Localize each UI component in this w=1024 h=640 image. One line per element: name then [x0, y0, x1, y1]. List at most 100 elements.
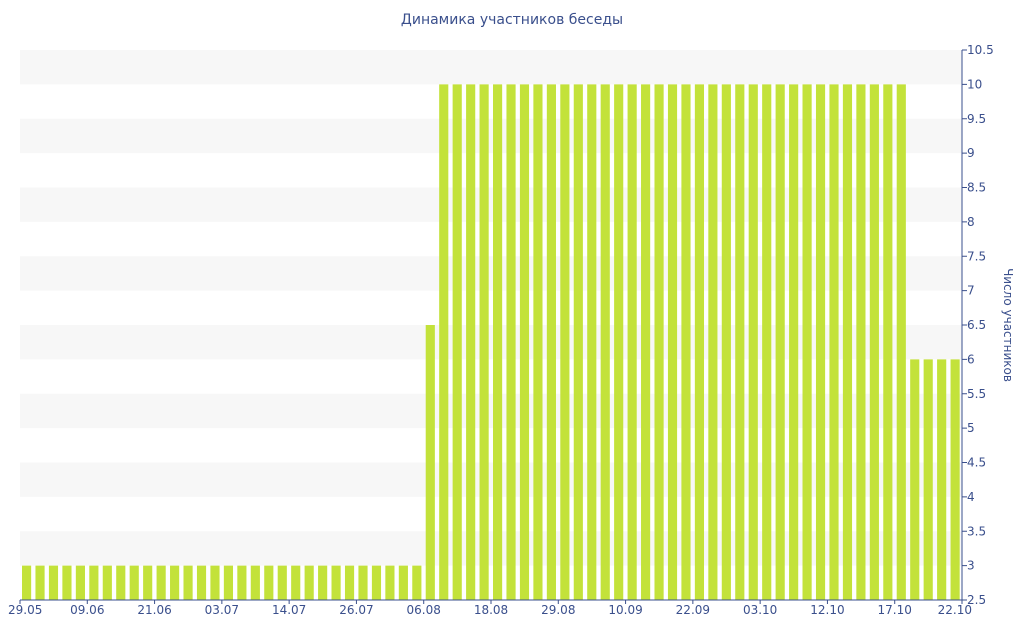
bar [641, 84, 651, 601]
y-tick-label: 3 [967, 559, 975, 573]
bar [210, 565, 220, 601]
x-tick-label: 03.10 [743, 603, 777, 617]
x-tick-label: 14.07 [272, 603, 306, 617]
y-tick-label: 10 [967, 77, 982, 91]
bar [896, 84, 906, 601]
bar [493, 84, 503, 601]
bar [654, 84, 664, 601]
x-tick-label: 26.07 [339, 603, 373, 617]
y-tick-label: 5.5 [967, 387, 986, 401]
x-tick-label: 22.09 [676, 603, 710, 617]
bar [950, 359, 960, 601]
bar [250, 565, 260, 601]
bar [694, 84, 705, 601]
bar [923, 359, 933, 601]
bar [277, 565, 287, 601]
bar [883, 84, 893, 601]
bar [371, 565, 382, 601]
x-tick-label: 22.10 [938, 603, 972, 617]
x-axis-ticks: 29.05 09.06 21.06 03.07 14.07 26.07 06.08 18.08… [8, 600, 972, 617]
bar [102, 565, 112, 601]
x-tick-label: 18.08 [474, 603, 508, 617]
chart-title: Динамика участников беседы [400, 12, 624, 28]
bar [237, 565, 247, 601]
bar [35, 565, 45, 601]
bar [75, 565, 85, 601]
bar [762, 84, 772, 601]
y-tick-label: 4 [967, 490, 975, 504]
bar [183, 565, 193, 601]
y-tick-label: 6 [967, 352, 975, 366]
bar [789, 84, 799, 601]
bar [466, 84, 476, 601]
bar [533, 84, 543, 601]
bar-series [22, 84, 960, 601]
bar [627, 84, 637, 601]
bar [264, 565, 274, 601]
y-tick-label: 7.5 [967, 249, 986, 263]
x-tick-label: 17.10 [878, 603, 912, 617]
bar [708, 84, 718, 601]
x-tick-label: 09.06 [70, 603, 104, 617]
bar [506, 84, 516, 601]
grid-band [20, 50, 962, 85]
bar [869, 84, 879, 601]
bar [223, 565, 234, 601]
y-tick-label: 4.5 [967, 456, 986, 470]
bar [614, 84, 624, 601]
x-tick-label: 21.06 [137, 603, 171, 617]
y-tick-label: 6.5 [967, 318, 986, 332]
bar [479, 84, 489, 601]
bar [721, 84, 731, 601]
bar [439, 84, 449, 601]
bar [358, 565, 368, 601]
bar [735, 84, 745, 601]
y-tick-label: 9 [967, 146, 975, 160]
bar [116, 565, 126, 601]
bar [129, 565, 139, 601]
bar [681, 84, 691, 601]
y-tick-label: 9.5 [967, 112, 986, 126]
bar [143, 565, 153, 601]
bar [546, 84, 556, 601]
bar [775, 84, 785, 601]
bar [937, 359, 947, 601]
bar [48, 565, 59, 601]
x-tick-label: 10.09 [608, 603, 642, 617]
bar [748, 84, 758, 601]
x-tick-label: 12.10 [810, 603, 844, 617]
y-tick-label: 8.5 [967, 181, 986, 195]
bar [156, 565, 166, 601]
bar [344, 565, 355, 601]
bar [910, 359, 920, 601]
bar [398, 565, 408, 601]
x-tick-label: 06.08 [407, 603, 441, 617]
bar [170, 565, 180, 601]
bar [815, 84, 826, 601]
y-tick-label: 2.5 [967, 593, 986, 607]
bar [412, 565, 422, 601]
y-tick-label: 3.5 [967, 524, 986, 538]
bar [802, 84, 812, 601]
bar [856, 84, 866, 601]
bar [452, 84, 462, 601]
bar [600, 84, 610, 601]
x-tick-label: 03.07 [205, 603, 239, 617]
x-tick-label: 29.05 [8, 603, 42, 617]
bar [829, 84, 839, 601]
bar [318, 565, 328, 601]
bar [667, 84, 678, 601]
y-axis-ticks: 2.5 3 3.5 4 4.5 5 5.5 6 6.5 7 7.5 8 8.5 9 9.5 10 10.5 [962, 43, 994, 607]
bar [842, 84, 853, 601]
x-tick-label: 29.08 [541, 603, 575, 617]
bar [425, 325, 435, 600]
bar [196, 565, 207, 601]
bar [291, 565, 301, 601]
bar [22, 565, 32, 601]
bar [385, 565, 395, 601]
y-axis-label: Число участников [1001, 268, 1015, 382]
y-tick-label: 7 [967, 284, 975, 298]
y-tick-label: 10.5 [967, 43, 994, 57]
bar [89, 565, 99, 601]
